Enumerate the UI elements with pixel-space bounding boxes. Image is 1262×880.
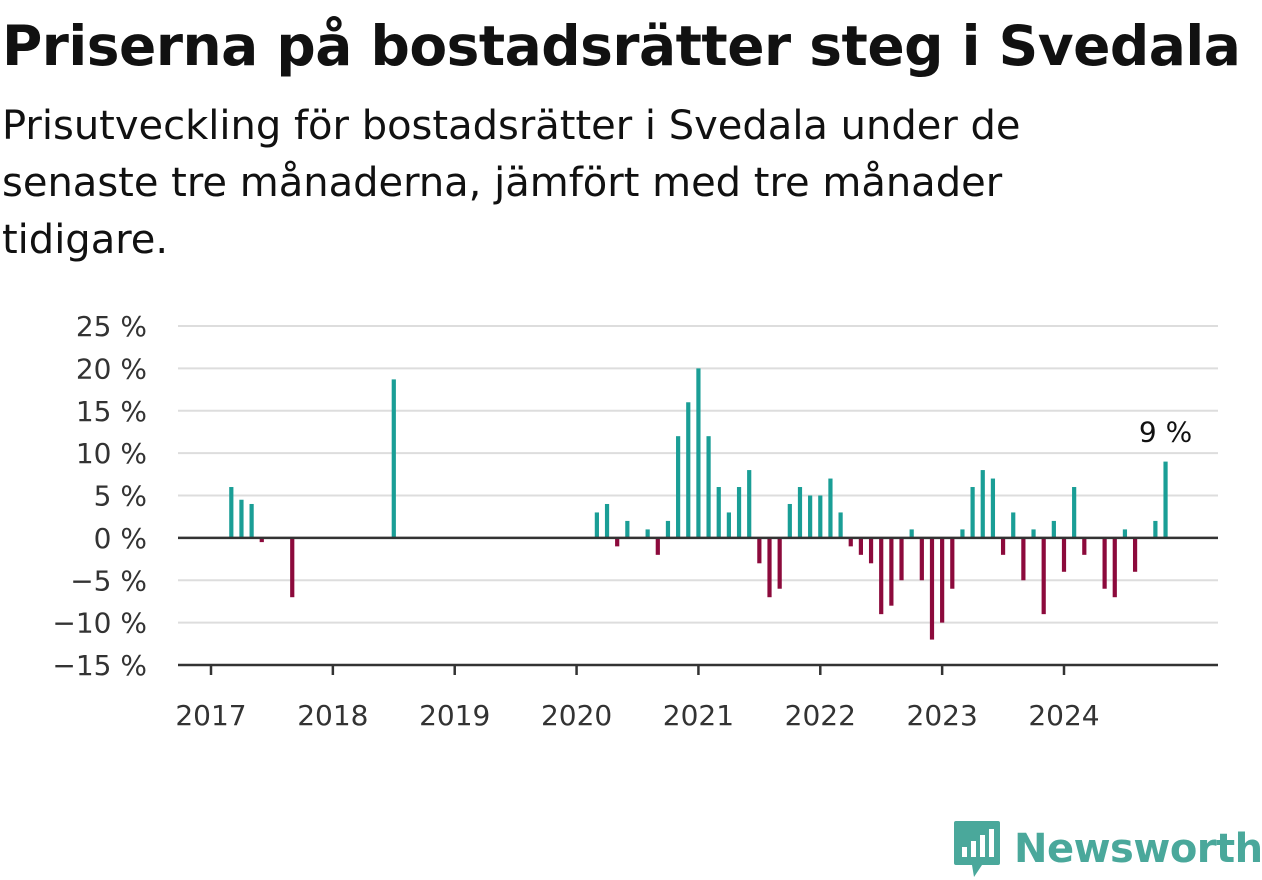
bar [990, 478, 996, 538]
y-tick-label: 10 % [76, 437, 147, 470]
chart-subtitle: Prisutveckling för bostadsrätter i Sveda… [2, 103, 1021, 263]
bar [1122, 529, 1128, 538]
bar [604, 503, 610, 538]
bar [736, 487, 742, 538]
bar [858, 537, 863, 555]
bar [1051, 520, 1056, 538]
tick-labels: 25 % 20 % 15 % 10 % 5 % 0 % −5 % −10 % −15 % 2017… [52, 310, 1192, 732]
data-label: 9 % [1139, 416, 1192, 449]
x-tick-label: 2020 [541, 699, 612, 732]
bar [391, 379, 396, 538]
y-tick-label: 15 % [76, 395, 147, 428]
bar [960, 529, 965, 538]
bar [1021, 537, 1026, 581]
bar [696, 368, 701, 538]
bar [797, 487, 803, 538]
bar [716, 487, 721, 538]
bar [655, 537, 660, 555]
bar [615, 537, 620, 547]
bar [919, 537, 924, 581]
y-tick-label: −5 % [70, 564, 147, 597]
bar [726, 512, 731, 538]
x-tick-label: 2021 [663, 699, 734, 732]
bar [970, 487, 975, 538]
bar [239, 499, 244, 538]
bar [879, 537, 884, 615]
y-tick-label: 20 % [76, 352, 147, 385]
bar [909, 529, 914, 538]
bar [828, 478, 833, 538]
bar [1011, 512, 1016, 538]
bar [747, 470, 752, 538]
brand-logo: Newsworthy [952, 818, 1262, 880]
bar [665, 520, 671, 538]
newsworthy-logo-icon [954, 821, 1000, 877]
bar [889, 537, 894, 606]
bar [899, 537, 904, 581]
bar [848, 537, 853, 547]
chart-title: Priserna på bostadsrätter steg i Svedala [2, 14, 1241, 78]
bar [686, 402, 691, 538]
x-tick-label: 2018 [297, 699, 368, 732]
bar [259, 537, 264, 543]
x-tick-label: 2017 [175, 699, 246, 732]
bar [1061, 537, 1067, 572]
bar [980, 470, 985, 538]
y-tick-label: −10 % [52, 607, 147, 640]
bar [1000, 537, 1006, 555]
x-tick-label: 2019 [419, 699, 490, 732]
brand-name: Newsworthy [1014, 826, 1262, 872]
bar [1112, 537, 1117, 598]
bar [818, 495, 823, 538]
x-tick-label: 2024 [1028, 699, 1099, 732]
x-tick-label: 2022 [785, 699, 856, 732]
bar [645, 529, 650, 538]
bar [1102, 537, 1107, 589]
bar [838, 512, 843, 538]
bar [706, 436, 711, 538]
bar [808, 495, 813, 538]
bar [1082, 537, 1087, 555]
bar [929, 537, 935, 640]
bar [1031, 529, 1036, 538]
bar [1153, 520, 1158, 538]
x-tick-label: 2023 [907, 699, 978, 732]
y-tick-label: 25 % [76, 310, 147, 343]
bars [229, 368, 1168, 640]
bar [625, 520, 630, 538]
bar [1072, 487, 1077, 538]
axes [178, 536, 1218, 675]
y-tick-label: 5 % [94, 480, 147, 513]
bar [1163, 461, 1168, 538]
bar [229, 487, 234, 538]
bar [290, 537, 295, 598]
bar [767, 537, 772, 598]
bar [787, 503, 792, 538]
bar [940, 537, 945, 623]
bar [950, 537, 955, 589]
bar [777, 537, 782, 589]
y-tick-label: −15 % [52, 649, 147, 682]
bar [1132, 537, 1138, 572]
bar [868, 537, 874, 564]
y-tick-label: 0 % [94, 522, 147, 555]
bar [1041, 537, 1046, 615]
bar [594, 512, 599, 538]
bar [757, 537, 762, 564]
bar [249, 503, 254, 538]
bar [676, 436, 681, 538]
